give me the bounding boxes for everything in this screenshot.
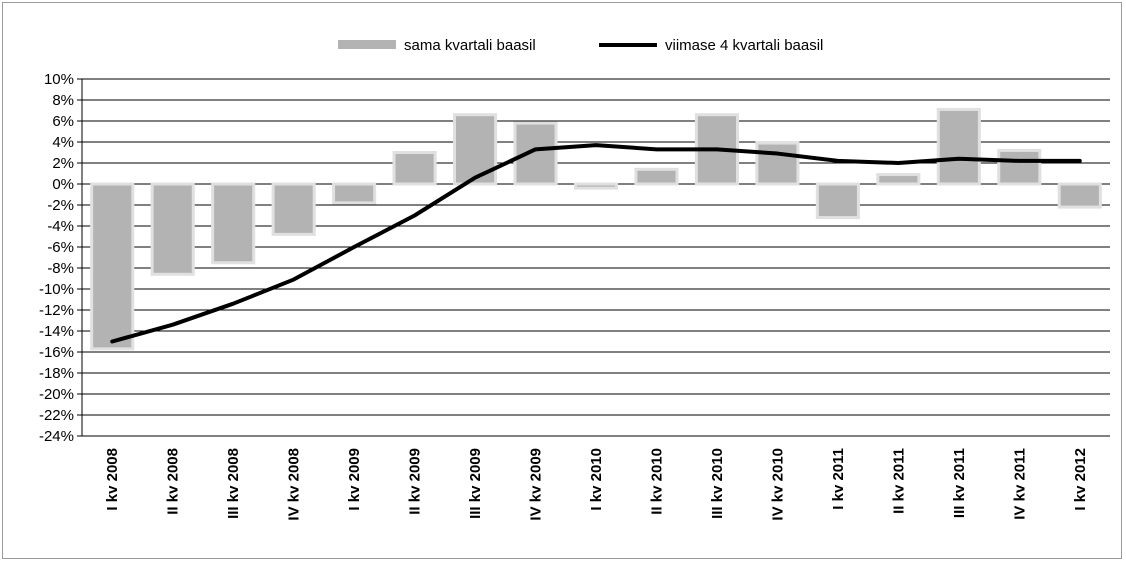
y-tick-label: -24% xyxy=(39,428,74,445)
x-category-label: III kv 2008 xyxy=(225,448,242,519)
bar xyxy=(513,121,558,186)
bar xyxy=(90,182,135,351)
line-series xyxy=(110,143,1082,344)
y-tick-label: -14% xyxy=(39,323,74,340)
x-category-label: I kv 2008 xyxy=(104,448,121,511)
bar xyxy=(815,182,860,220)
series-line xyxy=(110,143,1082,344)
x-category-label: I kv 2009 xyxy=(346,448,363,511)
bar xyxy=(573,182,619,190)
y-tick-label: 2% xyxy=(52,155,74,172)
x-category-label: I kv 2010 xyxy=(588,448,605,511)
y-tick-label: 10% xyxy=(44,71,74,88)
bar xyxy=(1057,182,1102,209)
x-category-label: I kv 2011 xyxy=(830,448,847,510)
x-category-label: III kv 2009 xyxy=(467,448,484,519)
bar xyxy=(755,141,800,186)
bar xyxy=(634,167,679,186)
y-tick-label: -6% xyxy=(47,239,74,256)
y-tick-label: 4% xyxy=(52,134,74,151)
x-category-label: I kv 2012 xyxy=(1072,448,1089,511)
x-category-label: II kv 2011 xyxy=(890,448,907,514)
y-tick-label: -18% xyxy=(39,365,74,382)
y-tick-label: -12% xyxy=(39,302,74,319)
bar xyxy=(936,107,981,186)
y-tick-label: 6% xyxy=(52,113,74,130)
legend: sama kvartali baasil viimase 4 kvartali … xyxy=(338,37,823,54)
x-category-label: II kv 2010 xyxy=(648,448,665,515)
y-tick-label: -10% xyxy=(39,281,74,298)
bar xyxy=(392,151,437,186)
bar xyxy=(271,182,316,236)
x-axis-labels: I kv 2008 II kv 2008 III kv 2008 IV kv 2008… xyxy=(104,448,1089,521)
bar xyxy=(211,182,256,265)
bar xyxy=(332,182,377,205)
x-category-label: III kv 2010 xyxy=(709,448,726,519)
y-tick-label: -2% xyxy=(47,197,74,214)
x-category-label: IV kv 2011 xyxy=(1011,448,1028,520)
x-category-label: II kv 2008 xyxy=(165,448,182,515)
legend-line-label: viimase 4 kvartali baasil xyxy=(665,37,823,54)
y-tick-label: -4% xyxy=(47,218,74,235)
bar xyxy=(997,148,1042,186)
y-axis-ticks: 10% 8% 6% 4% 2% 0% -2% -4% -6% -8% -10% -12% -14% -16… xyxy=(39,71,83,445)
y-tick-label: -22% xyxy=(39,407,74,424)
bar xyxy=(876,173,921,186)
y-tick-label: -16% xyxy=(39,344,74,361)
legend-bar-label: sama kvartali baasil xyxy=(404,37,536,54)
y-tick-label: -20% xyxy=(39,386,74,403)
x-category-label: III kv 2011 xyxy=(951,448,968,518)
y-tick-label: -8% xyxy=(47,260,74,277)
x-category-label: IV kv 2009 xyxy=(528,448,545,521)
bar xyxy=(150,182,195,276)
x-category-label: IV kv 2008 xyxy=(286,448,303,521)
legend-bar-swatch xyxy=(338,40,396,49)
bar xyxy=(452,113,498,186)
y-tick-label: 8% xyxy=(52,92,74,109)
y-tick-label: 0% xyxy=(52,176,74,193)
x-category-label: II kv 2009 xyxy=(407,448,424,515)
x-category-label: IV kv 2010 xyxy=(769,448,786,521)
